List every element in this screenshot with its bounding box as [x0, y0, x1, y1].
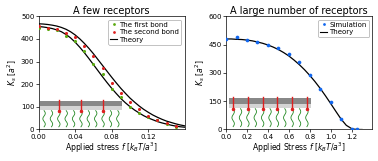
Point	[145, 116, 151, 118]
Point	[54, 29, 60, 32]
Y-axis label: $K_s$ [$a^2$]: $K_s$ [$a^2$]	[6, 60, 19, 86]
Title: A few receptors: A few receptors	[73, 6, 150, 16]
Point	[136, 108, 142, 110]
Point	[127, 101, 133, 104]
Point	[72, 36, 78, 38]
Point	[307, 74, 313, 76]
X-axis label: Applied stress $f$ [$k_BT/a^3$]: Applied stress $f$ [$k_BT/a^3$]	[65, 141, 158, 155]
Point	[99, 73, 105, 75]
Point	[154, 119, 160, 122]
Point	[145, 115, 151, 117]
Point	[136, 111, 142, 114]
Point	[63, 31, 69, 34]
Point	[223, 38, 229, 40]
Point	[173, 126, 179, 128]
Point	[154, 119, 160, 121]
Point	[63, 34, 69, 37]
Point	[99, 67, 105, 70]
Point	[275, 47, 281, 50]
Point	[81, 50, 87, 53]
Point	[265, 43, 271, 46]
Point	[296, 60, 302, 63]
X-axis label: Applied Stress $f$ [$k_BT/a^3$]: Applied Stress $f$ [$k_BT/a^3$]	[253, 141, 346, 155]
Point	[349, 127, 355, 130]
Point	[164, 122, 170, 124]
Point	[244, 39, 250, 41]
Point	[338, 118, 344, 120]
Point	[90, 63, 96, 65]
Point	[118, 95, 124, 98]
Y-axis label: $K_s$ [$a^2$]: $K_s$ [$a^2$]	[193, 60, 207, 86]
Point	[328, 101, 334, 103]
Point	[254, 41, 260, 44]
Point	[164, 123, 170, 125]
Point	[36, 25, 42, 28]
Point	[286, 53, 292, 55]
Legend: The first bond, The second bond, Theory: The first bond, The second bond, Theory	[108, 20, 181, 45]
Point	[45, 28, 51, 30]
Point	[317, 88, 323, 90]
Title: A large number of receptors: A large number of receptors	[231, 6, 368, 16]
Legend: Simulation, Theory: Simulation, Theory	[318, 20, 369, 37]
Point	[234, 36, 240, 38]
Point	[72, 40, 78, 43]
Point	[108, 87, 115, 90]
Point	[108, 82, 115, 84]
Point	[90, 55, 96, 57]
Point	[54, 28, 60, 31]
Point	[36, 26, 42, 29]
Point	[173, 125, 179, 127]
Point	[127, 106, 133, 108]
Point	[118, 92, 124, 94]
Point	[354, 128, 360, 131]
Point	[81, 44, 87, 47]
Point	[45, 26, 51, 29]
